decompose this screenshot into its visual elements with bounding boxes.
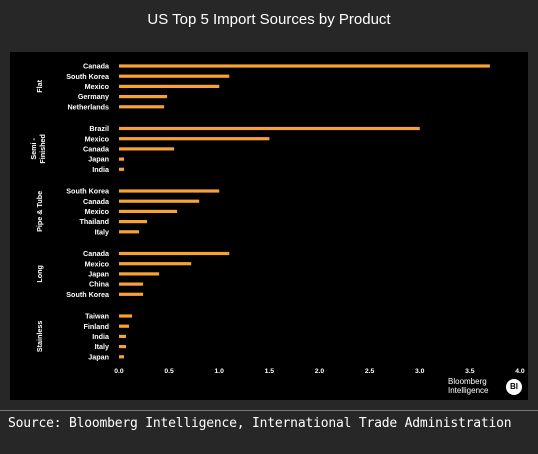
bar <box>119 220 148 224</box>
category-label: Finland <box>83 322 109 331</box>
category-label: South Korea <box>66 187 110 196</box>
bar <box>119 147 175 151</box>
bar <box>119 334 127 338</box>
bar <box>119 189 220 193</box>
bar <box>119 64 490 68</box>
category-label: Germany <box>78 92 109 101</box>
bar <box>119 199 200 203</box>
category-label: Mexico <box>85 259 110 268</box>
bar <box>119 314 133 318</box>
x-tick-label: 0.0 <box>114 368 124 375</box>
bar <box>119 324 130 328</box>
group-label: Long <box>35 265 44 283</box>
logo-line1: Bloomberg <box>448 377 487 386</box>
logo-line2: Intelligence <box>448 386 489 395</box>
x-tick-label: 2.5 <box>365 368 375 375</box>
category-label: Italy <box>95 227 109 236</box>
category-label: Japan <box>88 270 109 279</box>
category-label: Mexico <box>85 207 110 216</box>
category-label: Japan <box>88 352 109 361</box>
category-label: Canada <box>83 145 110 154</box>
category-label: South Korea <box>66 290 110 299</box>
chart-area: Canada South Korea Mexico Germany Netherland… <box>10 52 528 400</box>
group-label: Semi -Finished <box>29 134 47 164</box>
bar <box>119 167 125 171</box>
x-tick-label: 4.0 <box>515 368 525 375</box>
group-label: Flat <box>35 79 44 92</box>
category-label: Japan <box>88 155 109 164</box>
bar <box>119 230 140 234</box>
bar <box>119 262 192 266</box>
bar <box>119 282 144 286</box>
footer: Source: Bloomberg Intelligence, Internat… <box>0 410 538 454</box>
bar <box>119 345 127 349</box>
bar <box>119 95 168 99</box>
x-tick-label: 3.5 <box>465 368 475 375</box>
category-label: Mexico <box>85 134 110 143</box>
category-label: Thailand <box>79 217 109 226</box>
category-label: Mexico <box>85 82 110 91</box>
category-label: Netherlands <box>67 102 109 111</box>
bar <box>119 251 230 256</box>
category-label: India <box>92 332 110 341</box>
bar <box>119 137 270 141</box>
bar <box>119 157 125 161</box>
category-label: Taiwan <box>85 312 109 321</box>
group-label: Stainless <box>35 321 44 353</box>
bar <box>119 209 178 213</box>
source-note: Source: Bloomberg Intelligence, Internat… <box>8 416 512 431</box>
category-label: Canada <box>83 197 110 206</box>
chart-title: US Top 5 Import Sources by Product <box>147 11 391 28</box>
bloomberg-logo: Bloomberg Intelligence <box>448 377 488 395</box>
bar <box>119 272 160 276</box>
x-tick-label: 3.0 <box>415 368 425 375</box>
x-tick-label: 2.0 <box>315 368 325 375</box>
category-label: China <box>89 280 110 289</box>
category-label: Brazil <box>89 124 109 133</box>
footer-divider <box>0 410 538 411</box>
bar <box>119 105 165 109</box>
bi-badge-icon: BI <box>506 379 522 395</box>
bar <box>119 292 144 296</box>
category-label: Canada <box>83 62 110 71</box>
category-label: India <box>92 165 110 174</box>
x-tick-label: 0.5 <box>164 368 174 375</box>
bar <box>119 74 230 78</box>
bar <box>119 355 125 359</box>
bar <box>119 126 420 131</box>
group-label: Pipe & Tube <box>35 191 44 232</box>
x-tick-label: 1.5 <box>265 368 275 375</box>
bar <box>119 84 220 88</box>
category-label: Italy <box>95 342 109 351</box>
category-label: South Korea <box>66 72 110 81</box>
category-label: Canada <box>83 249 110 258</box>
x-tick-label: 1.0 <box>215 368 225 375</box>
